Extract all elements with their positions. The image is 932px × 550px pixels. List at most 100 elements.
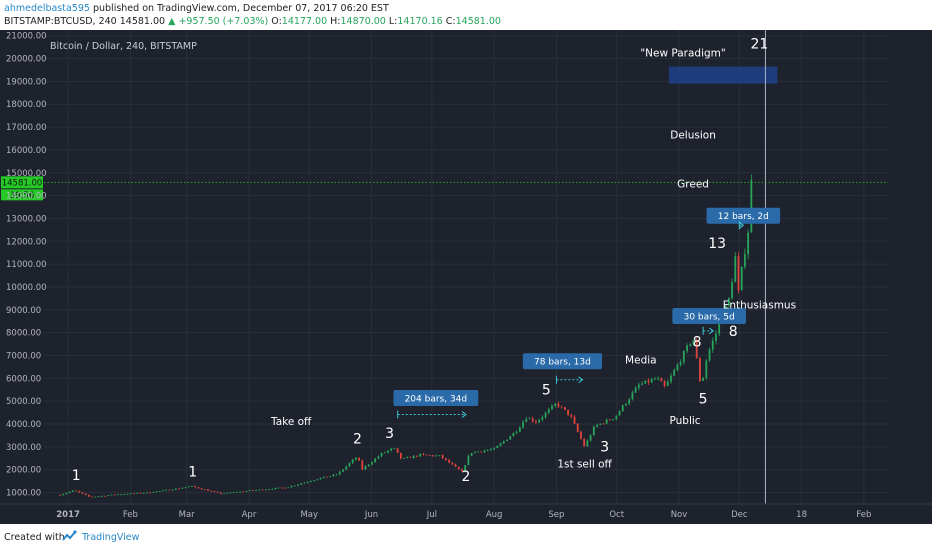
candle-body [644,380,647,384]
x-tick-label: 2017 [56,510,80,520]
y-tick-label: 18000.00 [6,100,47,110]
candle-body [223,493,225,495]
candle-body [191,486,193,487]
candle-body [631,392,634,400]
tradingview-brand[interactable]: TradingView [82,532,140,543]
candle-body [647,380,650,383]
candle-body [499,443,502,446]
measure-label-box [672,307,746,324]
wave-count-label: 13 [708,236,726,252]
y-tick-label: 17000.00 [6,123,47,133]
candle-body [522,421,524,428]
x-tick-label: Sep [548,510,564,520]
paradigm-zone-box [668,66,778,84]
y-tick-label: 20000.00 [6,55,47,65]
author-link[interactable]: ahmedelbasta595 [4,3,90,14]
candle-body [178,488,180,490]
y-tick-label: 19000.00 [6,77,47,87]
wave-count-label: 1 [188,465,197,481]
measure-label-text: 204 bars, 34d [405,395,468,405]
low-value: 14170.16 [397,16,443,27]
annotations: 1 1 Take off 2 3 2 5 1st sell off 3 Media Public 5 8… [72,36,796,485]
paradigm-zone [668,66,778,84]
candle-body [219,492,222,494]
candle-body [448,459,451,463]
candle-body [734,256,737,283]
candle-body [120,494,123,496]
candle-body [78,490,81,493]
candle-body [383,452,386,454]
time-axis[interactable]: 2017 Feb Mar Apr May Jun Jul Aug Sep Oct Nov Dec 18 F… [0,503,932,524]
candle-body [358,457,360,461]
symbol-label: BITSTAMP:BTCUSD, 240 [4,16,117,27]
chart-title: Bitcoin / Dollar, 240, BITSTAMP [50,41,197,52]
candle-body [72,490,74,492]
candle-body [300,483,303,485]
close-value: 14581.00 [455,16,501,27]
y-tick-label: 16000.00 [6,146,47,156]
y-tick-label: 7000.00 [6,352,41,362]
candle-body [100,495,103,497]
candle-body [297,484,299,486]
candle-body [68,491,71,493]
candle-body [75,490,78,492]
candle-body [480,451,483,453]
candle-body [107,495,110,497]
created-with-text: Created with [4,532,65,543]
candle-body [580,431,582,439]
candle-body [483,450,486,453]
candle-body [409,457,412,459]
x-tick-label: Nov [671,510,688,520]
grid-lines [44,30,888,504]
candle-body [538,419,541,423]
candle-body [535,421,537,423]
candle-body [117,494,119,496]
countdown-badge-text: 39:56 [10,191,35,201]
candle-body [673,370,676,376]
candle-body [515,431,518,433]
high-label: H: [330,16,341,27]
candle-body [258,489,261,491]
candle-body [399,452,402,459]
y-tick-label: 13000.00 [6,214,47,224]
candle-body [422,453,425,455]
wave-count-label: 8 [693,334,702,350]
candle-body [586,440,589,447]
y-tick-label: 21000.00 [6,32,47,42]
last-price-badge [1,176,43,189]
measure-label-box [522,353,603,370]
candle-body [88,494,90,497]
candle-body [326,476,328,478]
x-tick-label: Feb [856,510,871,520]
price-axis[interactable]: 1000.00 2000.00 3000.00 4000.00 5000.00 6000.… [6,30,932,504]
candle-body [438,455,441,456]
y-tick-label: 6000.00 [6,374,41,384]
candle-body [354,457,357,460]
candle-body [715,333,717,341]
candle-body [451,462,454,465]
candle-body [592,426,595,436]
wave-count-label: 5 [542,382,551,398]
candle-body [634,387,637,393]
y-tick-label: 10000.00 [6,283,47,293]
measure-label-box [393,390,479,407]
candle-body [281,487,283,489]
countdown-badge [1,189,43,201]
wave-count-label: 1 [72,468,81,484]
candle-body [666,381,669,386]
measure-label-text: 30 bars, 5d [684,312,735,322]
candle-body [727,298,730,306]
candle-body [110,494,113,496]
candle-body [576,423,579,432]
candle-body [490,449,492,451]
candle-body [528,418,531,419]
candle-body [155,491,158,493]
candle-body [59,494,61,496]
candle-body [335,474,338,476]
candle-body [236,492,238,493]
candle-body [181,487,184,489]
candle-body [467,455,470,466]
candle-body [277,487,280,489]
